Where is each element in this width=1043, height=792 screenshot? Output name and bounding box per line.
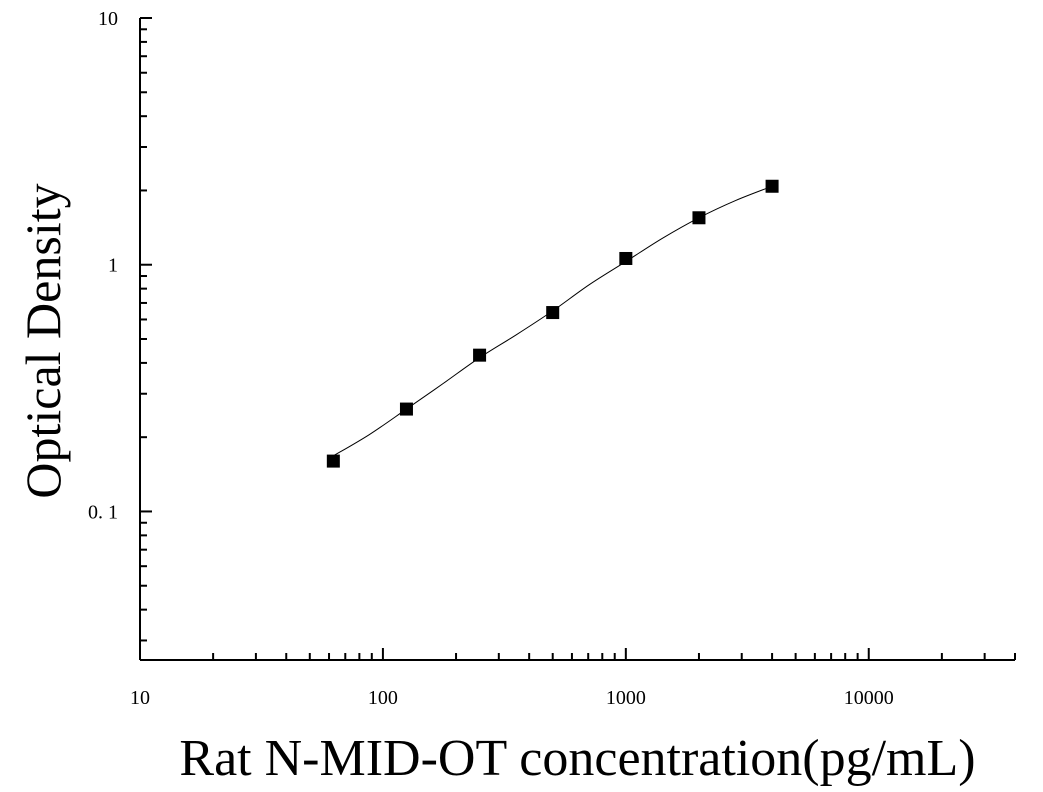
y-tick-label: 1 <box>108 255 118 277</box>
x-tick-label: 10000 <box>844 687 894 709</box>
y-axis-ticks <box>140 17 152 642</box>
data-point <box>619 251 633 265</box>
data-point <box>546 306 560 320</box>
data-point <box>326 454 340 468</box>
axes <box>139 18 1015 661</box>
y-tick-label: 0. 1 <box>88 501 118 523</box>
fit-curve-line <box>333 185 773 457</box>
x-tick-label: 10 <box>130 687 150 709</box>
data-point <box>692 211 706 225</box>
x-axis-title: Rat N-MID-OT concentration(pg/mL) <box>179 730 975 787</box>
y-tick-label: 10 <box>98 8 118 30</box>
x-tick-label: 100 <box>368 687 398 709</box>
data-point <box>765 179 779 193</box>
x-axis-tick-labels: 10 100 1000 10000 <box>130 687 894 709</box>
x-tick-label: 1000 <box>606 687 646 709</box>
y-axis-tick-labels: 0. 1 1 10 <box>88 8 118 523</box>
data-points <box>326 179 779 468</box>
data-point <box>473 348 487 362</box>
x-axis-ticks <box>139 648 1016 660</box>
data-point <box>399 402 413 416</box>
y-axis-title: Optical Density <box>15 183 71 498</box>
